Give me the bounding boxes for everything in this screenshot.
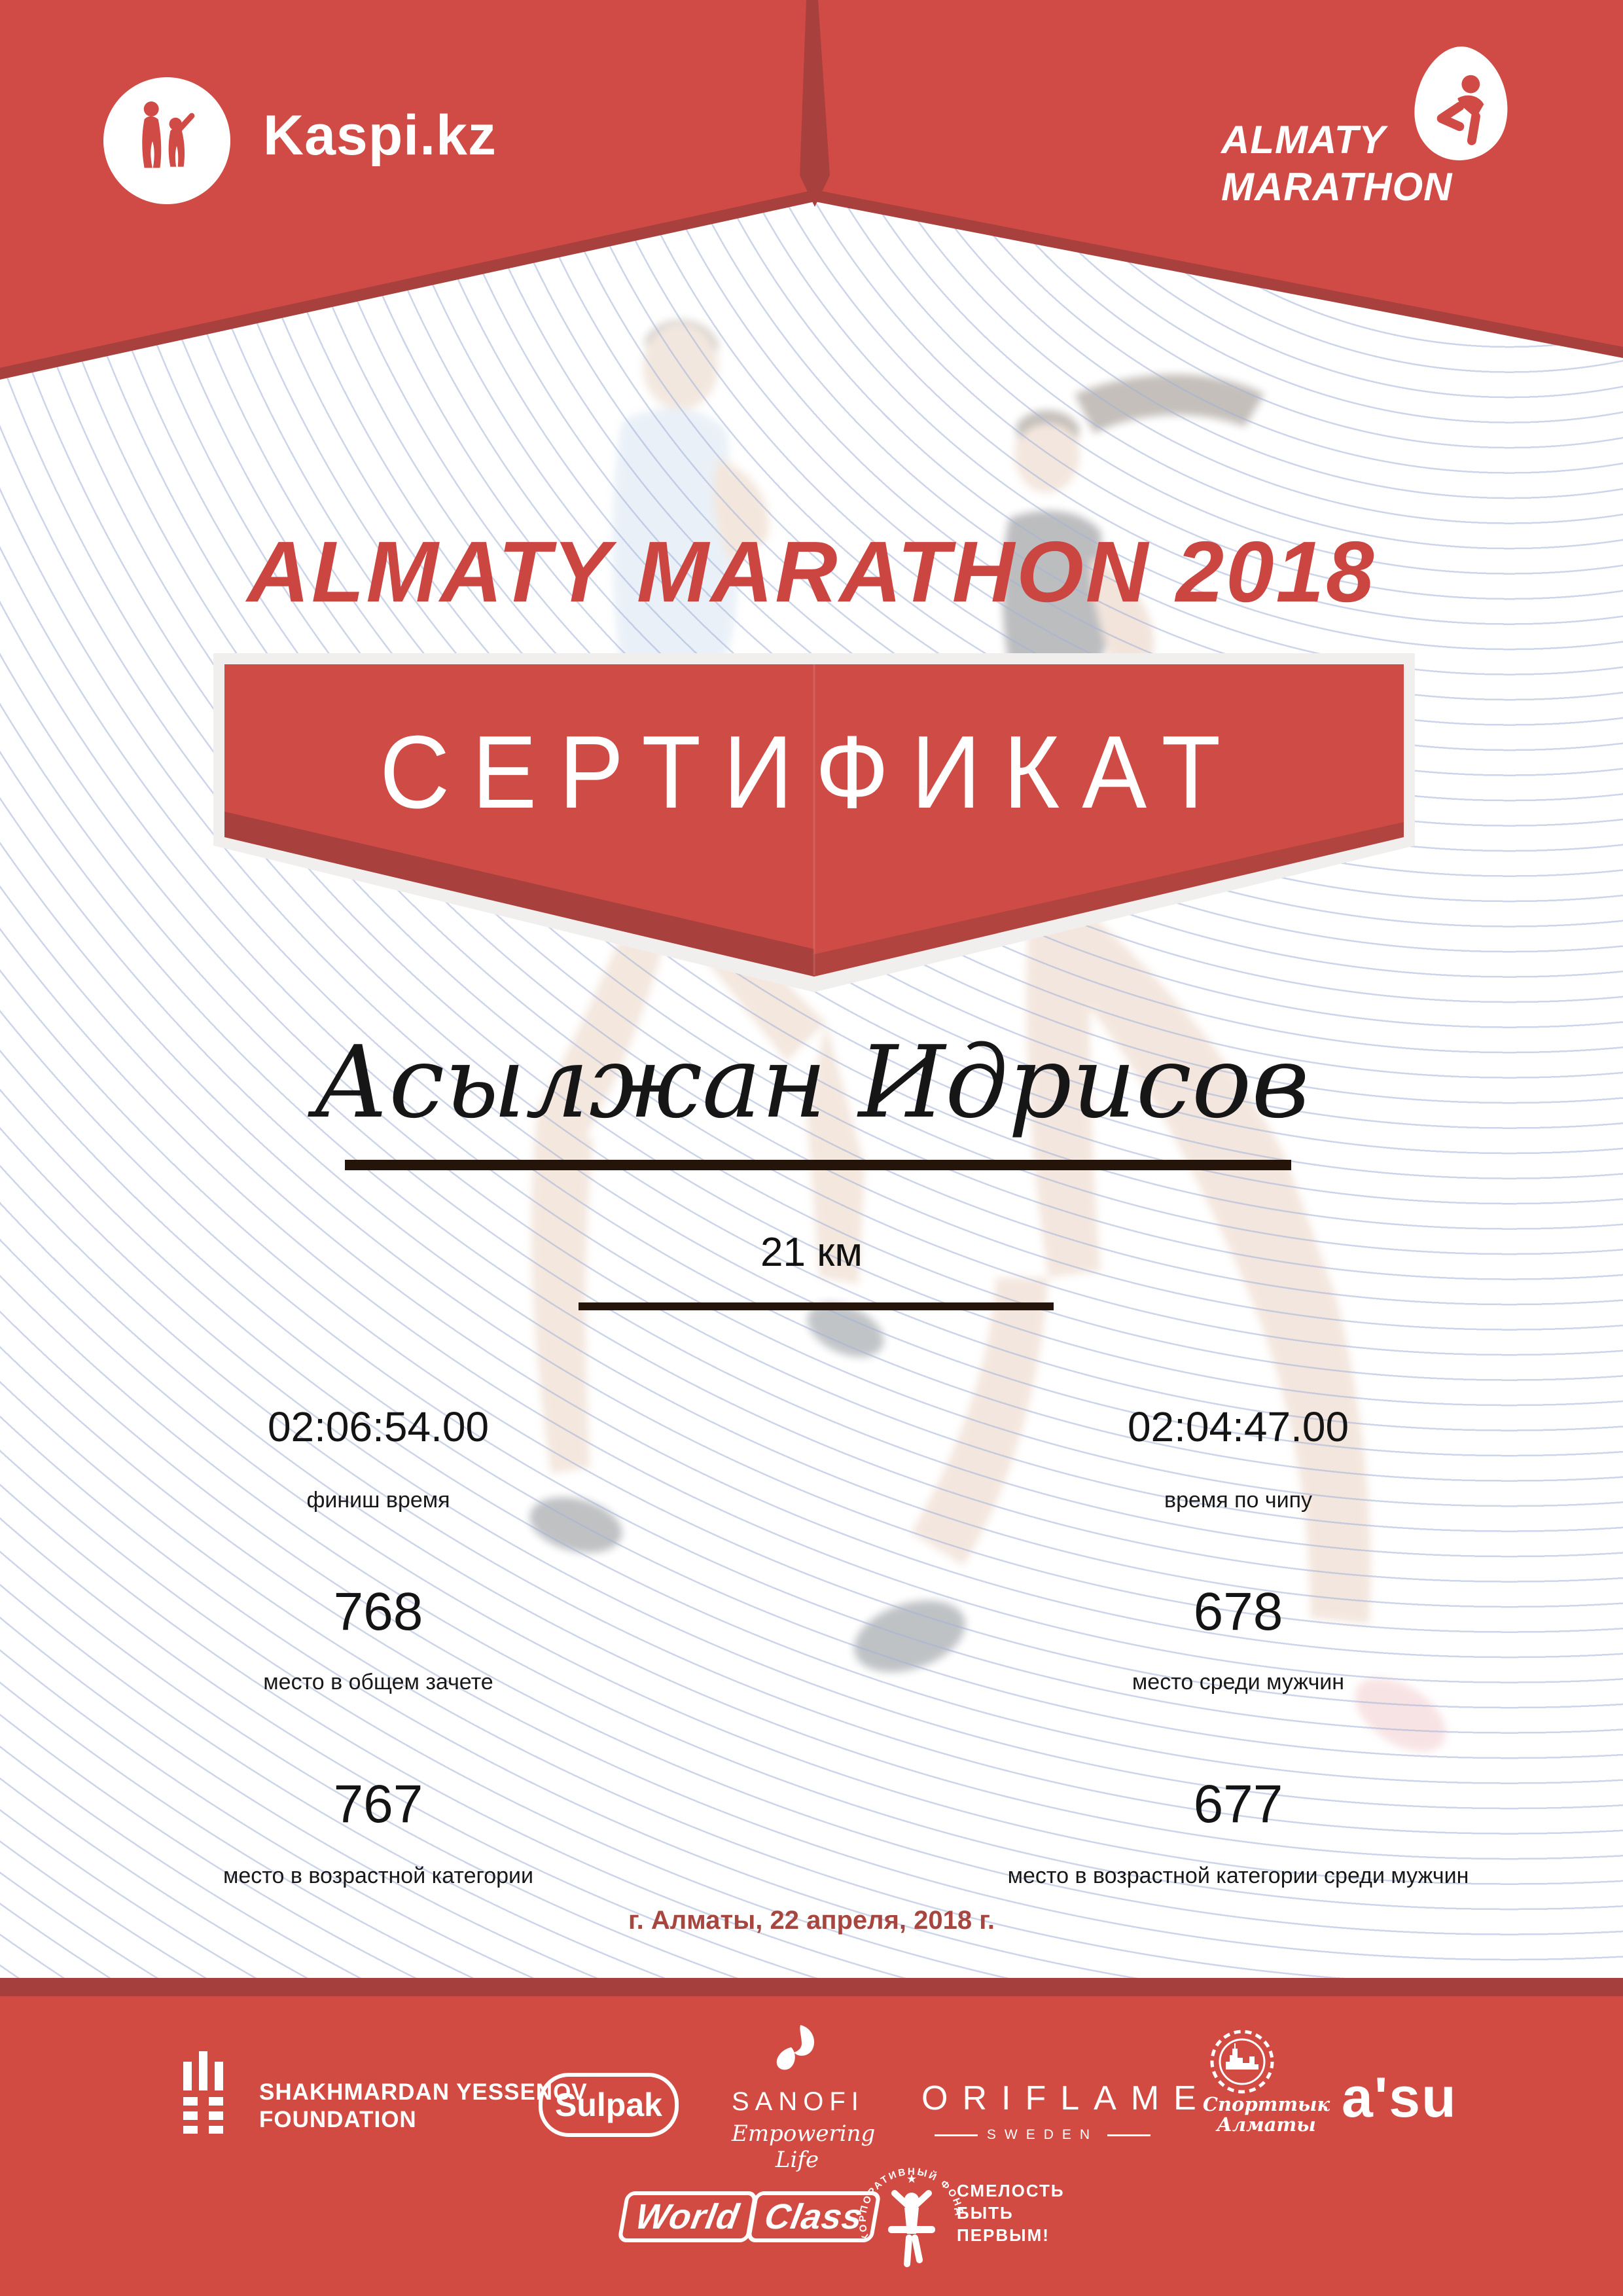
corporate-fund-slogan: СМЕЛОСТЬ БЫТЬ ПЕРВЫМ! [957,2179,1065,2246]
age-category-place-label: место в возрастной категории [223,1863,533,1888]
world-class-word2: Class [761,2197,866,2236]
sanofi-tagline: Empowering Life [732,2121,876,2173]
almaty-marathon-line2: MARATHON [1221,165,1453,209]
world-class-box1: World [617,2191,758,2242]
certificate-ribbon [213,653,1415,992]
page-title: ALMATY MARATHON 2018 [247,524,1376,620]
footer-dark-band [0,1978,1623,1996]
distance-underline [579,1302,1054,1310]
fund-slogan-line1: СМЕЛОСТЬ [957,2181,1065,2200]
oriflame-text: ORIFLAME [921,2079,1211,2117]
oriflame-left-dash [934,2134,978,2136]
overall-place-label: место в общем зачете [263,1670,493,1695]
kaspi-logo [103,77,230,204]
yessenov-line2: FOUNDATION [259,2107,417,2132]
asu-logo: a'su [1342,2066,1457,2129]
men-place-label: место среди мужчин [1132,1670,1345,1695]
finish-time-label: финиш время [306,1488,450,1513]
certificate-label: СЕРТИФИКАТ [380,715,1243,830]
sport-almaty-text: Спорттык Алматы [1191,2094,1342,2135]
age-category-place-value: 767 [333,1774,423,1834]
distance-value: 21 км [760,1230,863,1275]
chip-time-value: 02:04:47.00 [1127,1403,1349,1450]
oriflame-right-dash [1107,2134,1151,2136]
name-underline [345,1160,1291,1170]
yessenov-foundation-icon [183,2051,223,2134]
yessenov-foundation-text: SHAKHMARDAN YESSENOV FOUNDATION [259,2079,588,2134]
corporate-fund-icon: КОРПОРАТИВНЫЙ ФОНД ★ [857,2166,964,2267]
chip-time-label: время по чипу [1164,1488,1312,1513]
kaspi-people-icon [142,101,195,168]
sport-almaty-emblem-icon [1210,2030,1274,2094]
men-age-category-place-value: 677 [1193,1774,1283,1834]
fund-star-icon: ★ [906,2172,917,2185]
runner-name: Асылжан Идрисов [313,1024,1310,1140]
sanofi-logo: SANOFI Empowering Life [732,2024,876,2173]
finish-time-value: 02:06:54.00 [267,1403,490,1450]
fund-slogan-line2: БЫТЬ [957,2203,1014,2223]
sport-almaty-line1: Спорттык [1202,2093,1330,2115]
almaty-marathon-logo-text: ALMATY MARATHON [1221,117,1453,211]
sanofi-bird-icon [776,2025,815,2070]
overall-place-value: 768 [333,1582,423,1641]
fund-slogan-line3: ПЕРВЫМ! [957,2225,1050,2245]
sanofi-text: SANOFI [732,2087,865,2116]
almaty-marathon-line1: ALMATY [1221,118,1386,162]
sport-almaty-line2: Алматы [1217,2113,1316,2136]
world-class-word1: World [632,2197,743,2236]
men-place-value: 678 [1193,1582,1283,1641]
yessenov-line1: SHAKHMARDAN YESSENOV [259,2079,588,2105]
sulpak-text: Sulpak [555,2087,662,2123]
oriflame-sweden-text: SWEDEN [986,2127,1099,2142]
oriflame-logo: ORIFLAME SWEDEN [921,2079,1211,2143]
world-class-logo: World Class [617,2191,882,2242]
men-age-category-place-label: место в возрастной категории среди мужчи… [1007,1863,1469,1888]
sulpak-logo: Sulpak [539,2073,679,2137]
kaspi-logo-text: Kaspi.kz [263,104,497,167]
almaty-marathon-egg-icon [1414,46,1508,160]
event-date: г. Алматы, 22 апреля, 2018 г. [628,1906,995,1935]
